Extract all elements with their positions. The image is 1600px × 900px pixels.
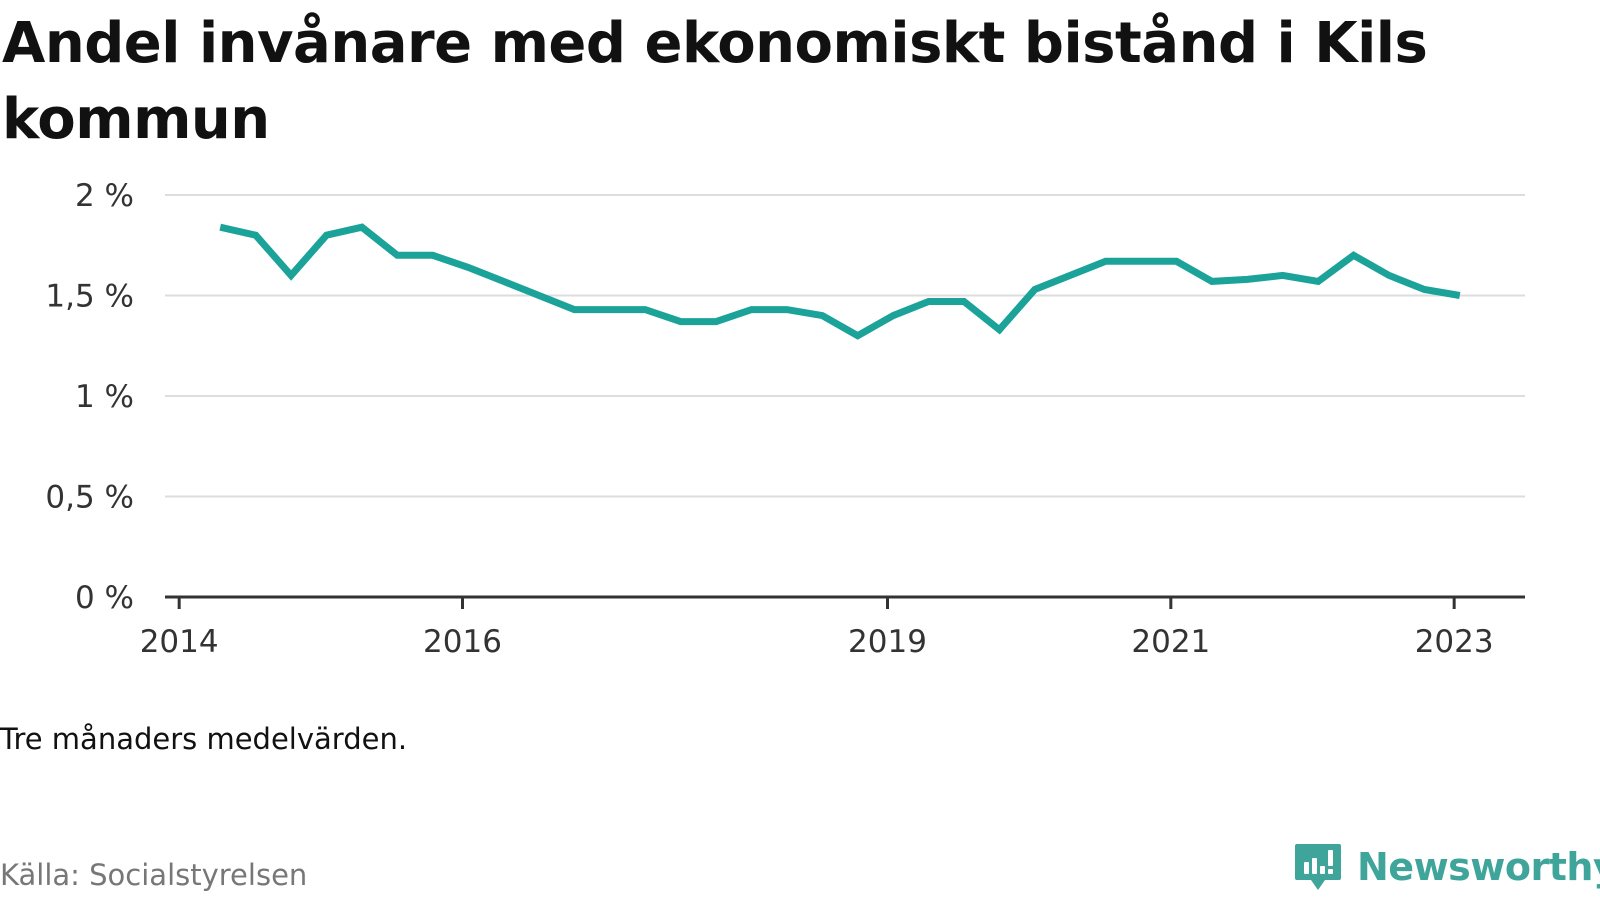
x-tick-label: 2014	[140, 624, 219, 660]
x-tick-label: 2019	[848, 624, 927, 660]
newsworthy-logo-icon	[1295, 844, 1341, 890]
brand: Newsworthy	[1293, 842, 1600, 892]
x-axis-ticks: 2014 2016 2019 2021 2023	[140, 597, 1494, 660]
source-credit: Källa: Socialstyrelsen	[0, 858, 308, 892]
chart-note: Tre månaders medelvärden.	[0, 722, 408, 756]
y-tick-label: 0,5 %	[45, 480, 134, 516]
y-tick-label: 1 %	[75, 379, 134, 415]
brand-name: Newsworthy	[1357, 845, 1600, 889]
y-tick-label: 0 %	[75, 580, 134, 616]
x-tick-label: 2021	[1131, 624, 1210, 660]
gridlines	[165, 194, 1525, 498]
chart-title: Andel invånare med ekonomiskt bistånd i …	[2, 11, 1428, 152]
x-tick-label: 2023	[1415, 624, 1494, 660]
y-tick-label: 1,5 %	[45, 279, 134, 315]
x-tick-label: 2016	[423, 624, 502, 660]
series-line	[219, 223, 1461, 340]
y-tick-label: 2 %	[75, 178, 134, 214]
y-axis-ticks: 0 % 0,5 % 1 % 1,5 % 2 %	[45, 178, 134, 616]
